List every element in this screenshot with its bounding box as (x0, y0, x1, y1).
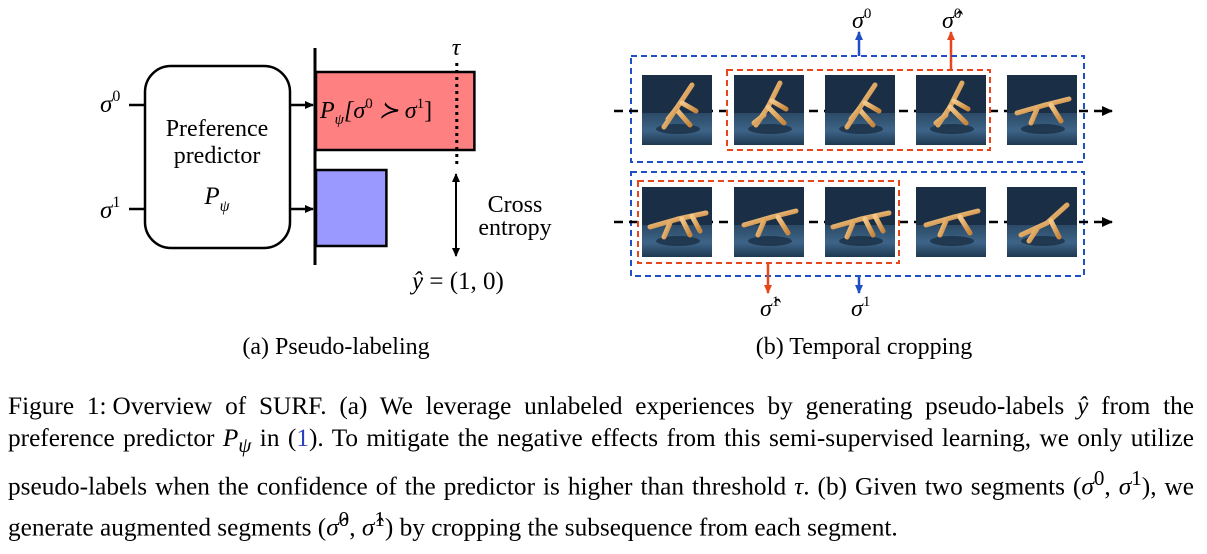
caption-comma-1: , (1104, 472, 1119, 501)
input-sigma0-label: σ0 (100, 88, 120, 118)
top-frame-5 (1007, 75, 1077, 145)
preference-predictor-box (143, 64, 292, 250)
caption-comma-2: , (349, 513, 362, 542)
probability-bar-sigma1 (314, 168, 388, 248)
caption-text-4: ). To mitigate the negative effects from… (8, 424, 1194, 501)
panel-b-caption: (b) Temporal cropping (756, 334, 972, 360)
caption-sym-p: P (222, 424, 239, 453)
caption-sup-h0: 0 (338, 506, 350, 531)
predictor-title-line2: predictor (174, 143, 261, 169)
cross-entropy-label-line2: entropy (478, 215, 551, 241)
caption-text-6: ), we generate augmented segments ( (8, 472, 1195, 542)
caption-sym-tau: τ (794, 472, 804, 501)
top-cropped-segment-box (726, 69, 991, 151)
top-frames (642, 75, 1077, 145)
panel-b: σ0 σ̂0 σ̂1 σ1 (b) Temporal cropping (614, 6, 1113, 360)
caption-text-7: ) by cropping the subsequence from each … (384, 513, 898, 542)
caption-sym-sh1: σ̂ (361, 513, 375, 542)
bottom-label-sigma1-hat: σ̂1 (760, 294, 781, 322)
probability-bar-sigma0 (314, 70, 476, 152)
figure-1: σ0 σ1 Preference predictor Pψ Pψ[σ0 ≻ σ1… (100, 6, 1113, 360)
caption-sup-1: 1 (1131, 465, 1142, 490)
caption-text-3: in ( (251, 424, 297, 453)
caption-sym-sh0: σ̂ (326, 513, 339, 542)
top-frame-4 (916, 75, 986, 145)
caption-text-1: Overview of SURF. (a) We leverage unlabe… (112, 392, 1078, 420)
cross-entropy-label-line1: Cross (488, 192, 543, 218)
top-frame-2 (734, 75, 804, 145)
caption-sup-h1: 1 (374, 506, 385, 531)
caption-sym-yhat: ŷ (1077, 392, 1089, 420)
top-frame-3 (825, 75, 895, 145)
predictor-title-line1: Preference (166, 116, 269, 142)
caption-text-2: from the preference predictor (8, 392, 1194, 453)
caption-sup-0: 0 (1093, 465, 1105, 490)
bottom-frame-3 (825, 187, 895, 257)
panel-a-caption: (a) Pseudo-labeling (242, 334, 429, 360)
bottom-frame-2 (734, 187, 804, 257)
bottom-frame-4 (916, 187, 986, 257)
top-original-segment-box (630, 55, 1085, 163)
probability-bar-label: Pψ[σ0 ≻ σ1] (319, 96, 432, 128)
threshold-tau-label: τ (452, 35, 462, 61)
top-label-sigma0-hat: σ̂0 (942, 6, 963, 34)
panel-a: σ0 σ1 Preference predictor Pψ Pψ[σ0 ≻ σ1… (100, 35, 552, 360)
caption-sym-psi: ψ (238, 433, 252, 458)
caption-text-5: . (b) Given two segments ( (803, 472, 1082, 501)
bottom-label-sigma1: σ1 (851, 294, 870, 322)
caption-sym-s0: σ (1081, 472, 1094, 501)
top-label-sigma0: σ0 (852, 6, 871, 34)
bottom-original-segment-box (630, 171, 1085, 277)
bottom-frames (642, 187, 1077, 257)
top-frame-1 (642, 75, 712, 145)
figure-caption: Figure 1: Overview of SURF. (a) We levera… (8, 390, 1194, 544)
bottom-frame-1 (642, 187, 712, 257)
input-sigma1-label: σ1 (100, 194, 120, 224)
predictor-symbol: Pψ (203, 183, 230, 215)
equation-ref-link[interactable]: 1 (296, 424, 309, 453)
bottom-frame-5 (1007, 187, 1077, 257)
pseudo-label-equation: ŷ = (1, 0) (409, 268, 504, 295)
caption-label: Figure 1: (8, 392, 107, 420)
caption-sym-s1: σ (1118, 472, 1132, 501)
